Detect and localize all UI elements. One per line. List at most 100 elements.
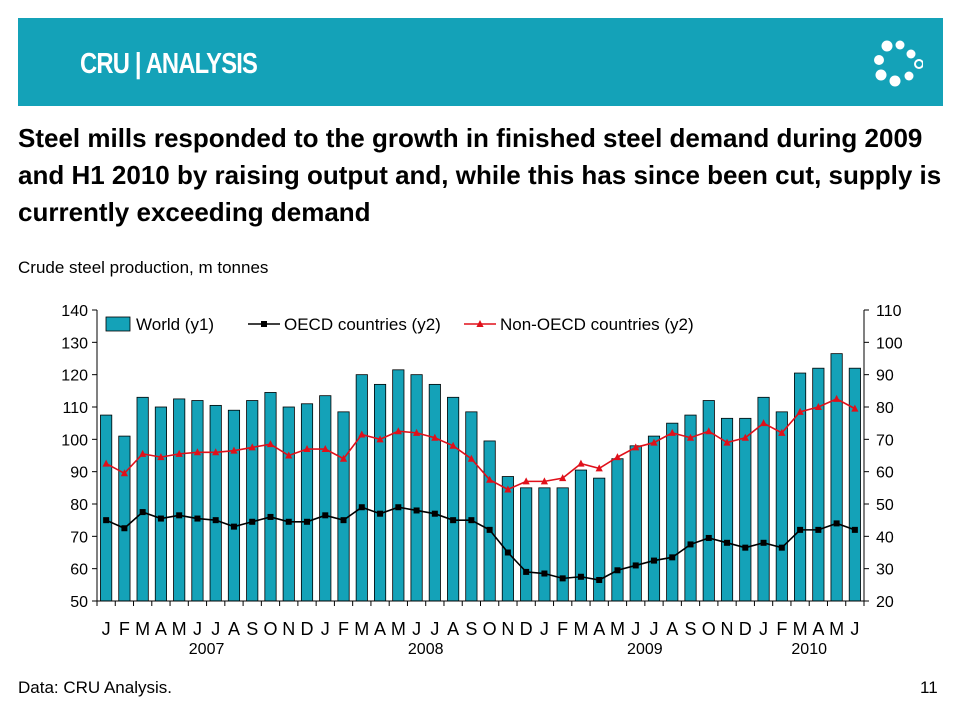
non-oecd-point <box>339 454 348 462</box>
world-bar <box>209 404 222 602</box>
month-label: J <box>102 619 111 639</box>
month-label: S <box>465 619 477 639</box>
month-label: M <box>573 619 588 639</box>
non-oecd-point <box>358 430 366 438</box>
world-bar <box>574 469 588 602</box>
month-label: J <box>540 619 549 639</box>
non-oecd-point <box>705 427 713 435</box>
y1-tick-label: 130 <box>61 335 88 352</box>
world-bar <box>264 392 277 602</box>
month-label: O <box>263 619 277 639</box>
month-label: J <box>430 619 439 639</box>
data-source-note: Data: CRU Analysis. <box>18 678 172 697</box>
world-bar <box>684 414 697 602</box>
month-label: A <box>155 619 167 639</box>
world-bar <box>136 396 149 602</box>
non-oecd-point <box>376 435 384 443</box>
legend-oecd-label: OECD countries (y2) <box>284 315 441 334</box>
non-oecd-point <box>120 469 128 477</box>
month-label: J <box>850 619 859 639</box>
month-label: A <box>593 619 605 639</box>
non-oecd-point <box>303 445 311 453</box>
cru-analysis-logo: CRU | ANALYSIS <box>80 48 258 80</box>
month-label: M <box>793 619 808 639</box>
non-oecd-point <box>613 453 622 461</box>
month-label: M <box>391 619 406 639</box>
non-oecd-point <box>741 433 749 441</box>
year-label: 2008 <box>408 641 444 658</box>
non-oecd-point <box>851 404 859 412</box>
world-bar <box>794 372 807 602</box>
world-bar <box>319 395 332 602</box>
world-bar <box>611 458 624 602</box>
month-label: M <box>135 619 150 639</box>
month-label: N <box>282 619 295 639</box>
oecd-point <box>431 510 438 517</box>
chart-subtitle: Crude steel production, m tonnes <box>18 258 269 277</box>
world-bar <box>118 435 131 602</box>
non-oecd-point <box>814 403 822 410</box>
non-oecd-point <box>668 428 676 436</box>
oecd-point <box>705 534 712 541</box>
y2-tick-label: 110 <box>876 303 902 320</box>
non-oecd-line <box>105 398 856 491</box>
month-label: M <box>829 619 844 639</box>
oecd-point <box>212 517 219 524</box>
oecd-point <box>304 518 311 525</box>
month-label: O <box>483 619 497 639</box>
oecd-point <box>559 575 566 582</box>
page-number: 11 <box>920 678 938 697</box>
month-label: N <box>721 619 734 639</box>
non-oecd-point <box>723 438 731 446</box>
month-label: M <box>610 619 625 639</box>
non-oecd-point <box>559 474 567 482</box>
month-label: J <box>321 619 330 639</box>
oecd-point <box>504 549 511 556</box>
month-label: A <box>374 619 386 639</box>
month-label: O <box>702 619 716 639</box>
oecd-point <box>230 523 237 530</box>
month-label: J <box>193 619 202 639</box>
month-label: F <box>338 619 349 639</box>
non-oecd-point <box>266 440 275 448</box>
y2-tick-label: 50 <box>876 497 894 514</box>
world-bar <box>757 396 770 602</box>
oecd-point <box>797 526 804 533</box>
month-label: D <box>520 619 533 639</box>
non-oecd-point <box>285 451 293 459</box>
oecd-point <box>760 539 767 546</box>
oecd-point <box>577 573 584 580</box>
month-label: J <box>412 619 421 639</box>
y1-tick-label: 60 <box>70 562 88 579</box>
y2-tick-label: 60 <box>876 465 894 482</box>
non-oecd-point <box>412 428 421 436</box>
y1-tick-label: 80 <box>70 497 88 514</box>
y1-tick-label: 120 <box>61 368 88 385</box>
oecd-point <box>395 504 402 511</box>
world-bar <box>848 367 861 602</box>
non-oecd-point <box>394 427 402 435</box>
non-oecd-point <box>230 446 238 454</box>
year-label: 2009 <box>627 641 663 658</box>
year-label: 2007 <box>189 641 225 658</box>
world-bar <box>173 398 186 602</box>
world-bar <box>337 411 350 602</box>
non-oecd-point <box>248 443 256 451</box>
oecd-point <box>778 544 785 551</box>
non-oecd-point <box>686 433 695 441</box>
oecd-point <box>413 507 420 514</box>
month-label: J <box>631 619 640 639</box>
oecd-point <box>358 504 365 511</box>
non-oecd-point <box>796 407 804 415</box>
non-oecd-point <box>632 443 640 451</box>
oecd-point <box>450 517 457 524</box>
oecd-point <box>742 544 749 551</box>
oecd-point <box>139 509 146 516</box>
month-label: D <box>739 619 752 639</box>
oecd-point <box>340 517 347 524</box>
world-bar <box>447 396 460 602</box>
y1-tick-label: 90 <box>70 465 88 482</box>
world-bar <box>629 445 642 602</box>
world-bar <box>720 417 734 602</box>
oecd-point <box>724 539 731 546</box>
